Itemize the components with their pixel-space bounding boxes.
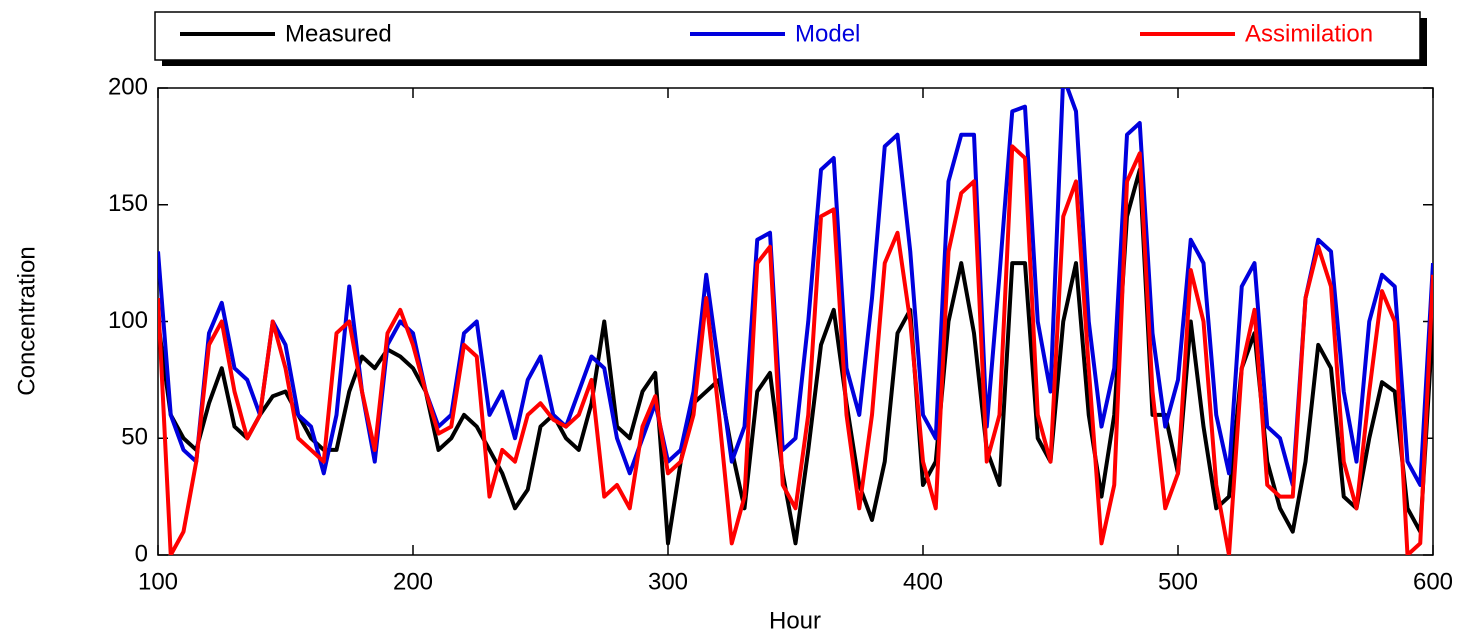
y-tick-label: 50 [121,424,148,451]
series-line [158,88,1433,487]
legend-label: Assimilation [1245,20,1373,47]
x-tick-label: 100 [138,568,178,595]
y-axis-label: Concentration [13,246,40,395]
plot-area [158,88,1433,555]
series-line [158,144,1433,555]
x-tick-label: 200 [393,568,433,595]
legend-label: Measured [285,20,392,47]
x-tick-label: 600 [1413,568,1453,595]
x-tick-label: 400 [903,568,943,595]
y-tick-label: 200 [108,73,148,100]
x-tick-label: 500 [1158,568,1198,595]
y-tick-label: 150 [108,190,148,217]
y-tick-label: 100 [108,307,148,334]
x-axis-label: Hour [769,607,821,634]
legend-label: Model [795,20,860,47]
series-line [158,167,1433,546]
x-tick-label: 300 [648,568,688,595]
y-tick-label: 0 [135,540,148,567]
